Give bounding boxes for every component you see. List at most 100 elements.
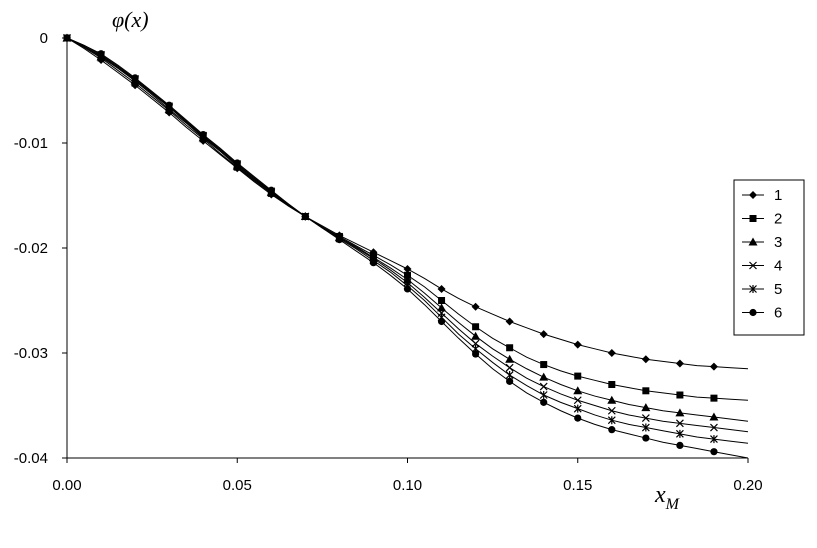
legend-item-6: 6 (742, 305, 782, 322)
series-1-point (709, 362, 718, 371)
y-tick-label: -0.04 (14, 450, 48, 467)
series-6-point (165, 101, 173, 109)
series-6-point (506, 377, 514, 385)
series-3-point (573, 386, 583, 395)
legend-label-5: 5 (774, 281, 782, 298)
legend-marker-3 (748, 237, 758, 246)
series-4-point (573, 396, 582, 405)
series-5-point (675, 429, 684, 438)
series-6-point (710, 448, 718, 456)
series-3-point (437, 303, 447, 312)
series-6-point (199, 131, 207, 139)
series-2-point (472, 323, 480, 331)
series-5-point (607, 416, 616, 425)
series-2-point (676, 391, 684, 399)
series-2-point (506, 344, 514, 352)
series-6-point (437, 317, 446, 326)
series-2-point (710, 394, 718, 402)
series-6 (63, 34, 749, 459)
series-4-point (710, 423, 718, 432)
series-5-point (539, 391, 548, 399)
series-3-point (539, 372, 549, 381)
series-5-point (573, 404, 582, 413)
x-axis-title-subscript: M (665, 496, 681, 513)
series-3-point (471, 331, 481, 340)
x-tick-label: 0.20 (733, 477, 762, 494)
series-1-point (607, 349, 616, 357)
series-6-point (233, 159, 241, 167)
series-6-point (267, 186, 275, 194)
series-5-point (505, 371, 514, 380)
legend-label-1: 1 (774, 187, 782, 204)
y-tick-label: 0 (40, 30, 48, 47)
series-1-point (573, 340, 582, 349)
series-line-5 (66, 37, 749, 444)
series-2 (63, 34, 749, 402)
series-2-point (574, 372, 582, 380)
series-6-point (676, 441, 684, 449)
series-2-point (608, 381, 616, 388)
series-6-point (97, 50, 105, 58)
series-6-point (335, 236, 343, 244)
series-1-point (437, 284, 446, 293)
legend-marker-2 (749, 215, 757, 222)
legend-marker-5 (749, 285, 757, 293)
series-6-point (540, 398, 548, 406)
legend-label-2: 2 (774, 211, 782, 228)
legend-item-1: 1 (742, 187, 782, 204)
legend-marker-4 (749, 261, 757, 270)
series-4-point (539, 382, 548, 391)
x-axis-title: xM (654, 482, 681, 513)
series-line-3 (66, 37, 749, 422)
legend-marker-6 (749, 308, 757, 317)
series-5 (63, 34, 749, 444)
legend-item-5: 5 (742, 281, 782, 298)
series-4-point (675, 419, 684, 428)
series-2-point (438, 297, 446, 304)
y-axis-title: φ(x) (112, 7, 149, 32)
x-tick-label: 0.10 (393, 477, 422, 494)
series-3-point (641, 403, 651, 412)
y-tick-label: -0.03 (14, 345, 48, 362)
y-tick-label: -0.02 (14, 240, 48, 257)
y-tick-label: -0.01 (14, 135, 48, 152)
axes: 0 -0.01 -0.02 -0.03 -0.040.00 0.05 0.10 0.15 0.2… (14, 30, 763, 494)
series-6-point (131, 74, 139, 82)
x-axis-title-main: x (654, 482, 666, 508)
series-1 (63, 34, 749, 371)
legend-label-4: 4 (774, 258, 782, 275)
legend: 1 2 3 4 5 6 (733, 179, 805, 336)
legend-box (733, 179, 805, 336)
legend-item-4: 4 (742, 258, 782, 275)
series-6-point (63, 34, 71, 42)
series-3-point (505, 354, 515, 363)
series-4-point (505, 363, 514, 372)
series-6-point (369, 259, 378, 267)
series-3-point (709, 412, 719, 421)
series-1-point (471, 302, 480, 311)
series-5-point (641, 423, 650, 432)
legend-item-2: 2 (742, 211, 782, 228)
series-4-point (641, 414, 650, 423)
series-2-point (540, 361, 548, 369)
series-1-point (539, 330, 548, 339)
series-5-point (710, 435, 718, 444)
series-layer (62, 33, 749, 459)
legend-label-6: 6 (774, 305, 782, 322)
x-tick-label: 0.05 (223, 477, 252, 494)
series-line-2 (66, 37, 749, 401)
series-6-point (403, 285, 412, 293)
series-6-point (608, 426, 616, 434)
series-3-point (607, 395, 617, 404)
series-1-point (641, 355, 650, 364)
series-6-point (472, 350, 480, 358)
series-4-point (607, 406, 616, 415)
series-2-point (642, 387, 650, 395)
series-1-point (403, 265, 412, 273)
series-1-point (675, 359, 684, 368)
series-6-point (574, 414, 582, 422)
series-3 (62, 33, 749, 422)
legend-label-3: 3 (774, 234, 782, 251)
x-tick-label: 0.15 (563, 477, 592, 494)
